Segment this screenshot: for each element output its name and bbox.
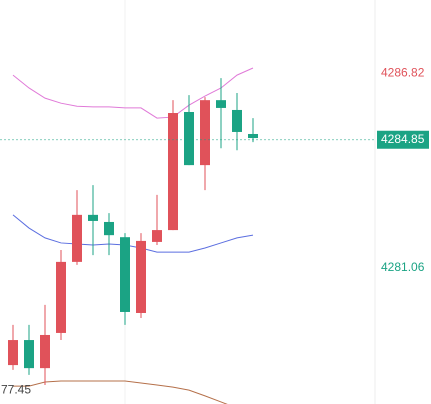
candle-body [168, 113, 178, 231]
y-tick-label: 4281.06 [381, 260, 425, 274]
candle-body [88, 214, 98, 221]
candle-body [104, 221, 114, 236]
candle-body [40, 334, 50, 369]
candle-body [200, 100, 210, 166]
candle-body [152, 230, 162, 242]
candle-body [184, 111, 194, 166]
candle-body [8, 340, 18, 366]
band-line [12, 67, 254, 119]
candle-body [120, 237, 130, 312]
candle-body [56, 261, 66, 333]
band-line [12, 214, 254, 253]
plot-area [8, 67, 258, 404]
band-line [13, 380, 228, 404]
crosshair-label: 77.45 [1, 382, 31, 396]
candle-body [136, 240, 146, 313]
candle-body [232, 109, 242, 132]
last-price-label: 4284.85 [381, 132, 425, 146]
candle-body [248, 133, 258, 139]
last-price-tag [377, 130, 429, 149]
candle-body [24, 340, 34, 369]
candle-body [216, 100, 226, 108]
candle-body [72, 214, 82, 262]
y-tick-label: 4286.82 [381, 65, 425, 79]
